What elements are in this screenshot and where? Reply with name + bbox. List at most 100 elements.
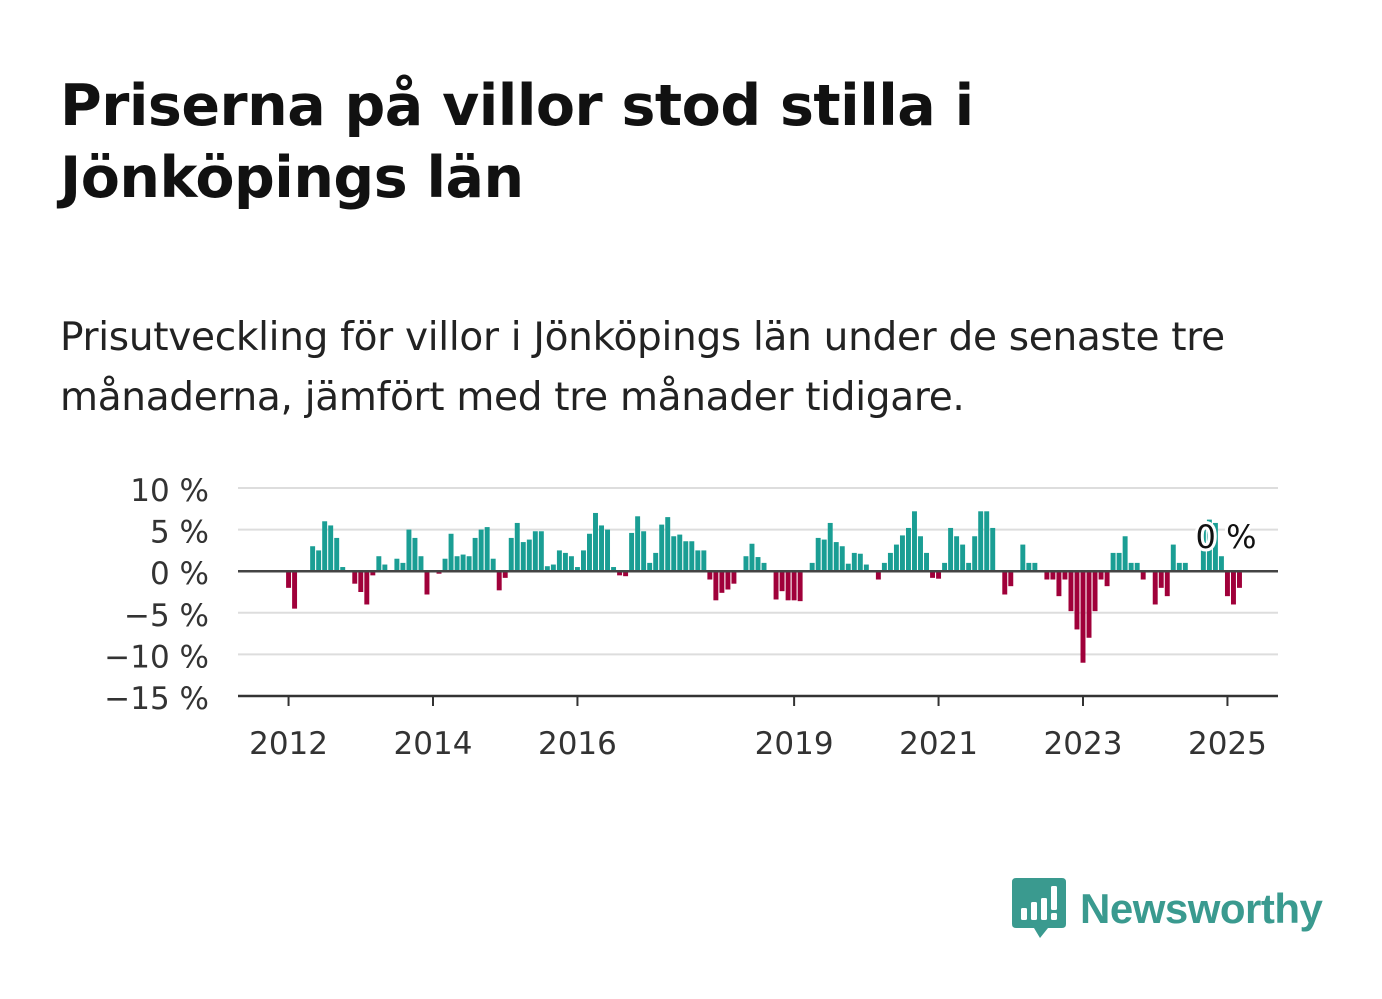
- bar: [1074, 571, 1080, 630]
- bar: [851, 552, 857, 572]
- bar: [1032, 562, 1038, 572]
- bar: [442, 558, 448, 572]
- bar: [581, 550, 586, 572]
- bar: [316, 550, 322, 572]
- bar: [406, 529, 412, 572]
- x-tick-label: 2021: [899, 726, 978, 762]
- bar: [924, 552, 929, 572]
- bar: [292, 571, 298, 609]
- gridlines: [238, 487, 1278, 656]
- bar: [978, 511, 984, 572]
- bar: [930, 571, 936, 578]
- y-tick-label: 10 %: [130, 473, 209, 509]
- bar: [707, 571, 713, 580]
- bar: [785, 571, 791, 601]
- bar: [791, 571, 797, 601]
- bar: [719, 571, 725, 593]
- bar: [797, 571, 803, 602]
- bar: [550, 564, 556, 572]
- bar: [936, 571, 942, 579]
- bar: [400, 562, 406, 572]
- bar: [496, 571, 502, 591]
- bar: [875, 571, 881, 580]
- bar: [713, 571, 719, 601]
- bar: [809, 562, 815, 572]
- bar: [1218, 556, 1224, 572]
- bar: [1206, 519, 1212, 572]
- bar: [508, 537, 514, 572]
- y-axis-labels: 10 % 5 % 0 % −5 % −10 % −15 %: [104, 473, 209, 717]
- bar: [683, 541, 689, 572]
- bar: [502, 571, 508, 578]
- bar: [773, 571, 779, 600]
- bar: [1237, 571, 1242, 588]
- bar: [358, 571, 364, 592]
- x-tick-label: 2023: [1044, 726, 1123, 762]
- bar: [629, 532, 635, 572]
- bar: [1170, 544, 1176, 572]
- bar: [1231, 571, 1236, 605]
- bar: [972, 536, 978, 572]
- bar: [845, 563, 851, 572]
- bar: [899, 535, 905, 572]
- y-tick-label: −5 %: [124, 598, 209, 634]
- bar: [544, 566, 550, 572]
- bar: [1050, 571, 1056, 580]
- bar: [364, 571, 370, 605]
- bar: [611, 567, 617, 572]
- bar: [587, 533, 592, 572]
- bar: [1152, 571, 1158, 605]
- bar: [599, 525, 604, 572]
- y-tick-label: 5 %: [150, 515, 209, 551]
- bar: [370, 571, 376, 576]
- latest-value-label: 0 %: [1196, 518, 1257, 556]
- bar: [1086, 571, 1092, 638]
- bar: [1068, 571, 1074, 612]
- bar: [779, 571, 785, 592]
- bar: [310, 546, 316, 572]
- y-tick-label: −10 %: [104, 639, 209, 675]
- bar: [743, 556, 749, 572]
- bar: [1134, 562, 1140, 572]
- bar: [556, 550, 562, 572]
- x-axis-labels: 2012 2014 2016 2019 2021 2023 2025: [249, 726, 1267, 762]
- bar: [1212, 522, 1218, 572]
- bar: [881, 562, 887, 572]
- bar: [538, 531, 544, 572]
- newsworthy-brand[interactable]: Newsworthy: [1012, 878, 1323, 940]
- bar: [839, 546, 845, 572]
- bar: [1200, 527, 1206, 572]
- y-tick-label: 0 %: [150, 556, 209, 592]
- bar: [966, 562, 972, 572]
- bar: [1224, 571, 1230, 597]
- bar: [1164, 571, 1170, 597]
- bar: [605, 529, 611, 572]
- bar: [695, 550, 701, 572]
- bar: [448, 533, 454, 572]
- bar: [1116, 552, 1122, 572]
- bar: [942, 562, 948, 572]
- bar: [755, 557, 761, 572]
- bar: [1140, 571, 1146, 580]
- bar: [520, 542, 526, 572]
- bar: [725, 571, 731, 590]
- bar: [1122, 536, 1128, 572]
- bar: [954, 536, 960, 572]
- x-tick-label: 2019: [755, 726, 834, 762]
- bar: [960, 544, 966, 572]
- bar: [647, 562, 653, 572]
- bar: [460, 554, 466, 572]
- bar: [394, 558, 400, 572]
- bar: [731, 571, 737, 584]
- bar: [1080, 571, 1086, 663]
- bar: [424, 571, 430, 595]
- bar: [653, 552, 659, 572]
- bar: [514, 522, 520, 572]
- bar: [1110, 552, 1116, 572]
- bar: [635, 516, 641, 572]
- bar: [412, 537, 418, 572]
- bar: [893, 544, 899, 572]
- bar: [1128, 562, 1134, 572]
- bar: [665, 517, 671, 572]
- bar: [641, 531, 647, 572]
